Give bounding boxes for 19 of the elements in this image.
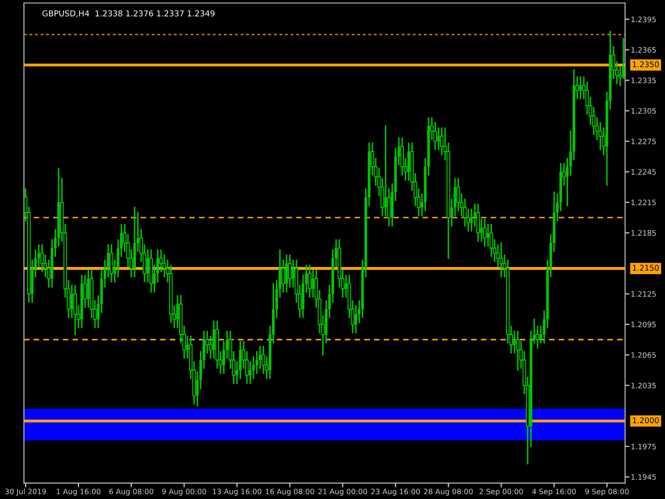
candlestick <box>476 204 480 242</box>
candlestick <box>312 270 314 298</box>
candlestick <box>308 264 312 298</box>
text: GBPUSD,H4 1.2338 1.2376 1.2337 1.2349 <box>42 10 215 18</box>
candlestick <box>212 320 216 359</box>
candlestick <box>437 127 440 150</box>
candlestick <box>70 285 74 318</box>
candlestick <box>87 270 90 308</box>
candlestick <box>513 330 516 354</box>
candlestick <box>110 244 114 282</box>
candlestick <box>407 142 410 181</box>
candlestick <box>482 218 487 247</box>
candlestick <box>579 76 582 100</box>
candlestick <box>516 330 520 371</box>
candlestick <box>486 224 490 247</box>
candlestick <box>146 249 150 282</box>
candlestick <box>499 242 504 278</box>
candlestick <box>73 285 77 336</box>
candlestick <box>285 254 288 293</box>
